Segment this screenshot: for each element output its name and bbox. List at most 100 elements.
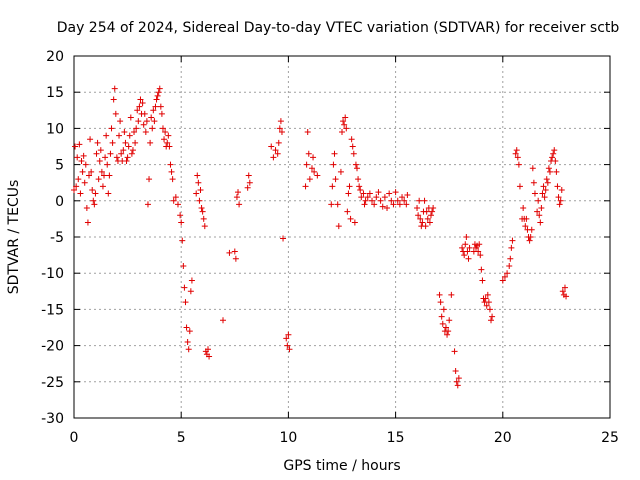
y-tick-label: 15 — [46, 85, 64, 101]
data-point — [371, 201, 378, 208]
data-point — [151, 118, 158, 125]
data-point — [153, 96, 160, 103]
data-point — [146, 176, 153, 183]
data-point — [311, 168, 318, 175]
y-tick-label: -5 — [50, 230, 64, 246]
data-point — [83, 205, 90, 212]
y-tick-label: 0 — [55, 194, 64, 210]
y-tick-label: -20 — [41, 339, 64, 355]
x-tick-labels: 0 5 10 15 20 25 — [70, 430, 619, 446]
data-point — [177, 212, 184, 219]
data-point — [170, 197, 177, 204]
data-point — [373, 194, 380, 201]
data-point — [350, 150, 357, 157]
data-point — [421, 197, 428, 204]
data-point — [369, 197, 376, 204]
data-point — [165, 132, 172, 139]
data-point — [550, 150, 557, 157]
data-point — [438, 313, 445, 320]
data-point — [276, 125, 283, 132]
data-point — [158, 110, 165, 117]
x-tick-label: 10 — [279, 430, 297, 446]
data-point — [537, 219, 544, 226]
data-point — [340, 118, 347, 125]
data-point — [528, 226, 535, 233]
data-point — [416, 197, 423, 204]
data-point — [394, 197, 401, 204]
data-point — [549, 154, 556, 161]
data-point — [206, 353, 213, 360]
data-point — [546, 168, 553, 175]
data-point — [106, 172, 113, 179]
data-point — [124, 154, 131, 161]
data-point — [488, 317, 495, 324]
data-point — [149, 125, 156, 132]
data-point — [414, 205, 421, 212]
data-point — [246, 179, 253, 186]
data-point — [181, 284, 188, 291]
data-point — [93, 150, 100, 157]
y-tick-label: -15 — [41, 302, 64, 318]
x-axis-label: GPS time / hours — [283, 458, 400, 474]
data-point — [142, 129, 149, 136]
data-point — [539, 190, 546, 197]
data-point — [308, 165, 315, 172]
data-point — [501, 273, 508, 280]
data-point — [404, 192, 411, 199]
data-point — [72, 143, 79, 150]
data-point — [514, 154, 521, 161]
data-point — [284, 342, 291, 349]
data-point — [401, 197, 408, 204]
data-point — [552, 157, 559, 164]
data-point — [136, 103, 143, 110]
data-point — [183, 324, 190, 331]
data-point — [482, 295, 489, 302]
data-point — [186, 328, 193, 335]
data-point — [508, 244, 515, 251]
data-point — [188, 277, 195, 284]
data-point — [530, 179, 537, 186]
data-point — [558, 186, 565, 193]
data-point — [98, 168, 105, 175]
data-point — [352, 161, 359, 168]
data-point — [109, 139, 116, 146]
data-point — [466, 244, 473, 251]
data-point — [120, 147, 127, 154]
data-point — [103, 132, 110, 139]
data-point — [134, 107, 141, 114]
y-tick-label: 5 — [55, 158, 64, 174]
data-point — [531, 190, 538, 197]
data-point — [356, 183, 363, 190]
data-point — [73, 183, 80, 190]
data-point — [337, 168, 344, 175]
data-point — [512, 150, 519, 157]
data-point — [162, 129, 169, 136]
data-point — [536, 212, 543, 219]
data-point — [194, 172, 201, 179]
data-point — [90, 197, 97, 204]
data-point — [347, 215, 354, 222]
data-point — [422, 223, 429, 230]
data-point — [236, 201, 243, 208]
data-point — [516, 183, 523, 190]
data-point — [484, 291, 491, 298]
data-point — [403, 201, 410, 208]
data-point — [345, 190, 352, 197]
data-point — [110, 96, 117, 103]
data-point — [272, 147, 279, 154]
data-point — [453, 378, 460, 385]
data-point — [551, 147, 558, 154]
data-point — [156, 85, 163, 92]
data-point — [129, 147, 136, 154]
data-point — [509, 237, 516, 244]
data-point — [483, 302, 490, 309]
data-point — [430, 205, 437, 212]
data-point — [135, 118, 142, 125]
data-point — [419, 219, 426, 226]
data-point — [523, 215, 530, 222]
data-point — [559, 288, 566, 295]
data-point — [174, 201, 181, 208]
data-point — [507, 255, 514, 262]
data-point — [375, 189, 382, 196]
data-point — [122, 139, 129, 146]
